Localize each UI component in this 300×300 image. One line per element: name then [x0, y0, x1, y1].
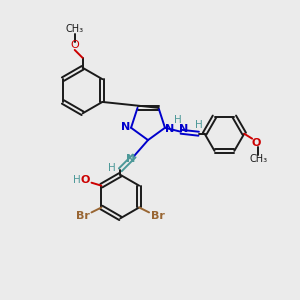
- Text: N: N: [179, 124, 188, 134]
- Text: N: N: [122, 122, 131, 132]
- Text: Br: Br: [151, 212, 165, 221]
- Text: Br: Br: [76, 212, 89, 221]
- Text: H: H: [109, 163, 116, 173]
- Text: H: H: [174, 115, 182, 125]
- Text: H: H: [73, 175, 80, 185]
- Text: CH₃: CH₃: [249, 154, 267, 164]
- Text: N: N: [165, 124, 175, 134]
- Text: H: H: [195, 120, 203, 130]
- Text: O: O: [70, 40, 79, 50]
- Text: O: O: [81, 175, 90, 185]
- Text: N: N: [126, 154, 135, 164]
- Text: CH₃: CH₃: [66, 24, 84, 34]
- Text: O: O: [251, 138, 261, 148]
